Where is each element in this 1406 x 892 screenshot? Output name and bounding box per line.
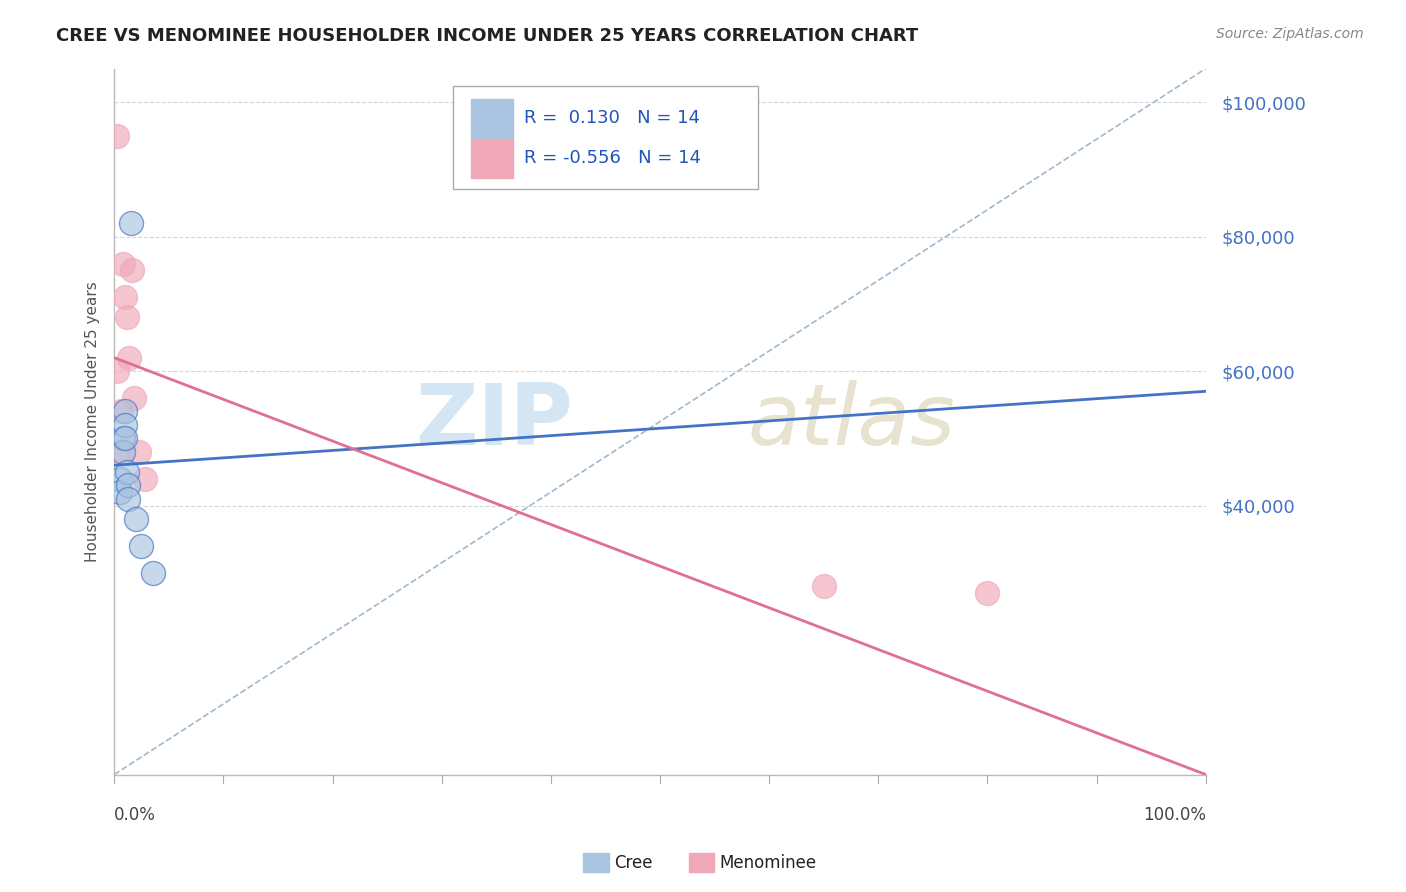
Point (110, 404, 132, 418)
Point (131, 539, 153, 553)
Point (117, 478, 139, 492)
Point (121, 263, 143, 277)
Point (125, 512, 148, 526)
Point (134, 472, 156, 486)
Point (128, 445, 150, 459)
Text: R =  0.130   N = 14: R = 0.130 N = 14 (523, 110, 700, 128)
Point (110, 445, 132, 459)
Point (118, 351, 141, 365)
Point (111, 431, 134, 445)
Text: CREE VS MENOMINEE HOUSEHOLDER INCOME UNDER 25 YEARS CORRELATION CHART: CREE VS MENOMINEE HOUSEHOLDER INCOME UND… (56, 27, 918, 45)
Text: atlas: atlas (748, 380, 955, 463)
Point (114, 417, 136, 432)
FancyBboxPatch shape (453, 87, 758, 188)
Point (142, 566, 165, 580)
Point (976, 586, 998, 600)
Point (117, 491, 139, 506)
Point (111, 256, 134, 270)
Text: R = -0.556   N = 14: R = -0.556 N = 14 (523, 149, 700, 168)
Point (107, 364, 129, 378)
Bar (471, 99, 513, 137)
Point (813, 579, 835, 593)
Point (117, 465, 139, 479)
Point (117, 310, 139, 325)
Point (114, 290, 136, 304)
Text: Menominee: Menominee (720, 854, 817, 871)
Text: 0.0%: 0.0% (114, 806, 156, 824)
Point (114, 431, 136, 445)
Point (111, 445, 134, 459)
Y-axis label: Householder Income Under 25 years: Householder Income Under 25 years (86, 281, 100, 562)
Point (120, 216, 142, 230)
Point (108, 472, 131, 486)
Text: Source: ZipAtlas.com: Source: ZipAtlas.com (1216, 27, 1364, 41)
Point (108, 485, 131, 500)
Text: ZIP: ZIP (415, 380, 572, 463)
Point (114, 404, 136, 418)
Text: 100.0%: 100.0% (1143, 806, 1206, 824)
Point (107, 128, 129, 143)
Text: Cree: Cree (614, 854, 652, 871)
Point (122, 391, 145, 405)
Bar (471, 139, 513, 178)
